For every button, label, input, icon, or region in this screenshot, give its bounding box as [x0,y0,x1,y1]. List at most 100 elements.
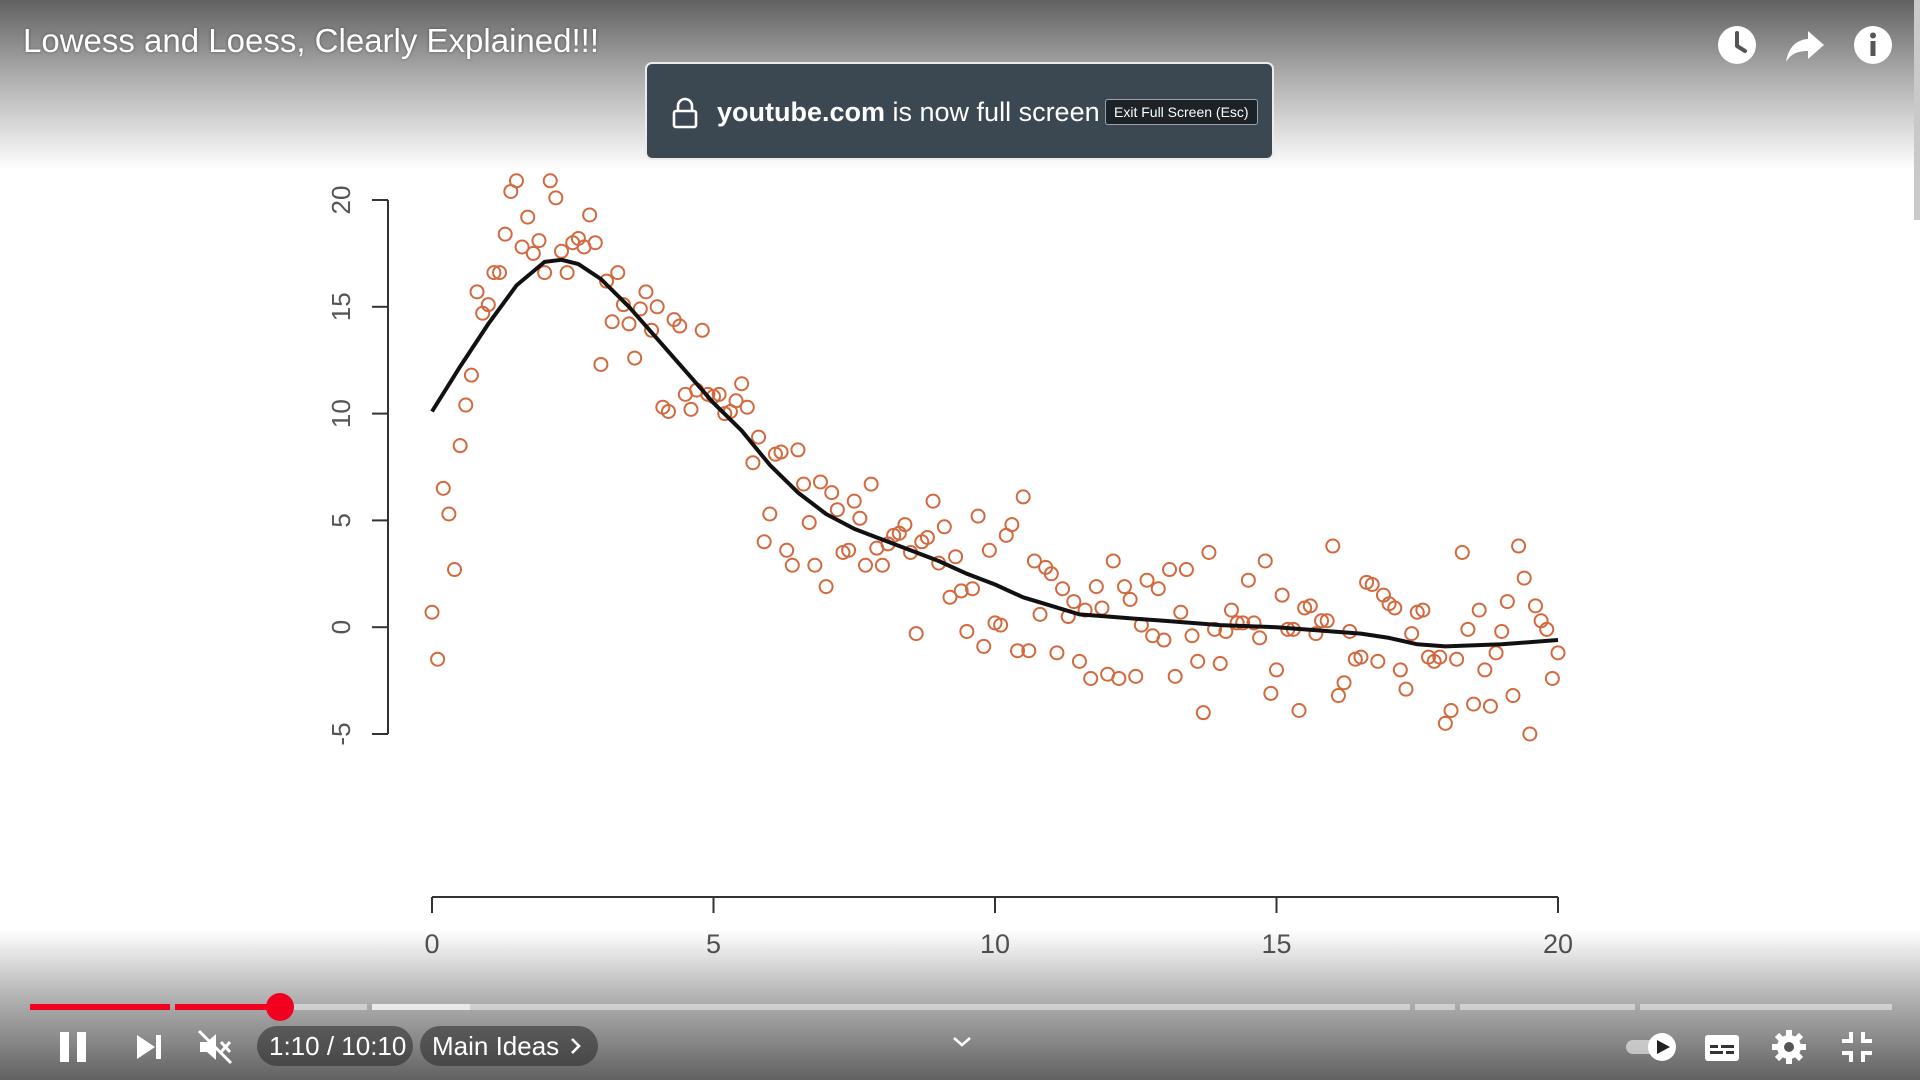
mute-icon[interactable] [196,1028,234,1071]
exit-fullscreen-icon[interactable] [1840,1030,1874,1069]
data-point [953,583,969,599]
data-point [435,480,451,496]
data-point [734,376,750,392]
subtitles-icon[interactable] [1704,1034,1740,1067]
chevron-right-icon [570,1026,582,1066]
data-point [548,190,564,206]
data-point [1443,703,1459,719]
data-point [1021,643,1037,659]
data-point [1499,594,1515,610]
data-point [1122,591,1138,607]
data-point [779,542,795,558]
data-point [1195,705,1211,721]
data-point [1325,538,1341,554]
data-point [1437,715,1453,731]
share-icon[interactable] [1782,22,1828,68]
time-display: 1:10 / 10:10 [257,1026,413,1066]
data-point [1398,681,1414,697]
data-point [480,297,496,313]
data-point [587,235,603,251]
next-video-button[interactable] [134,1032,164,1067]
y-tick-label: 20 [326,186,356,215]
data-point [1291,703,1307,719]
data-point [458,397,474,413]
fullscreen-domain: youtube.com [717,97,886,127]
data-point [863,476,879,492]
data-point [1516,570,1532,586]
data-point [790,442,806,458]
chevron-down-icon[interactable] [950,1034,974,1055]
data-point [858,557,874,573]
data-point [559,265,575,281]
progress-buffered [372,1004,470,1010]
data-point [1111,670,1127,686]
progress-chapter-6 [1640,1004,1892,1010]
data-point [1477,662,1493,678]
data-point [852,510,868,526]
data-point [1055,581,1071,597]
data-point [1235,615,1251,631]
data-point [981,542,997,558]
settings-gear-icon[interactable] [1770,1028,1808,1071]
progress-chapter-played-2 [175,1004,279,1010]
video-title[interactable]: Lowess and Loess, Clearly Explained!!! [23,22,599,59]
data-point [1274,587,1290,603]
chapter-button[interactable]: Main Ideas [420,1026,598,1066]
data-point [1162,562,1178,578]
data-point [711,386,727,402]
y-tick-label: 0 [326,620,356,634]
y-tick-label: 15 [326,292,356,321]
data-point [1527,598,1543,614]
data-point [745,455,761,471]
exit-fullscreen-button[interactable]: Exit Full Screen (Esc) [1105,99,1258,125]
data-point [1190,653,1206,669]
data-point [1392,662,1408,678]
data-point [1139,572,1155,588]
progress-chapter-played-1 [30,1004,170,1010]
data-point [1229,615,1245,631]
progress-chapter-3 [470,1004,1410,1010]
data-point [1308,626,1324,642]
y-tick-label: 5 [326,513,356,527]
data-point [492,265,508,281]
progress-bar[interactable] [30,993,1892,1021]
data-point [1088,579,1104,595]
data-point [508,173,524,189]
scrollbar[interactable] [1914,0,1920,220]
watch-later-icon[interactable] [1714,22,1760,68]
data-point [1263,685,1279,701]
data-point [1364,576,1380,592]
y-tick-label: -5 [326,722,356,745]
data-point [1223,602,1239,618]
data-point [948,549,964,565]
data-point [644,322,660,338]
data-point [632,301,648,317]
data-point [638,284,654,300]
data-point [1370,653,1386,669]
data-point [1415,602,1431,618]
data-point [649,299,665,315]
data-point [993,617,1009,633]
data-point [531,233,547,249]
data-point [756,534,772,550]
data-point [964,581,980,597]
data-point [829,502,845,518]
data-point [1539,621,1555,637]
autoplay-toggle[interactable] [1624,1032,1678,1067]
pause-button[interactable] [58,1030,88,1069]
data-point [610,265,626,281]
data-point [1353,649,1369,665]
data-point [1156,632,1172,648]
data-point [1505,688,1521,704]
data-point [1015,489,1031,505]
data-point [1336,675,1352,691]
progress-chapter-5 [1460,1004,1635,1010]
info-icon[interactable] [1850,22,1896,68]
data-point [751,429,767,445]
progress-scrubber[interactable] [266,993,294,1021]
data-point [1043,566,1059,582]
data-point [936,519,952,535]
data-point [762,506,778,522]
data-point [1330,688,1346,704]
